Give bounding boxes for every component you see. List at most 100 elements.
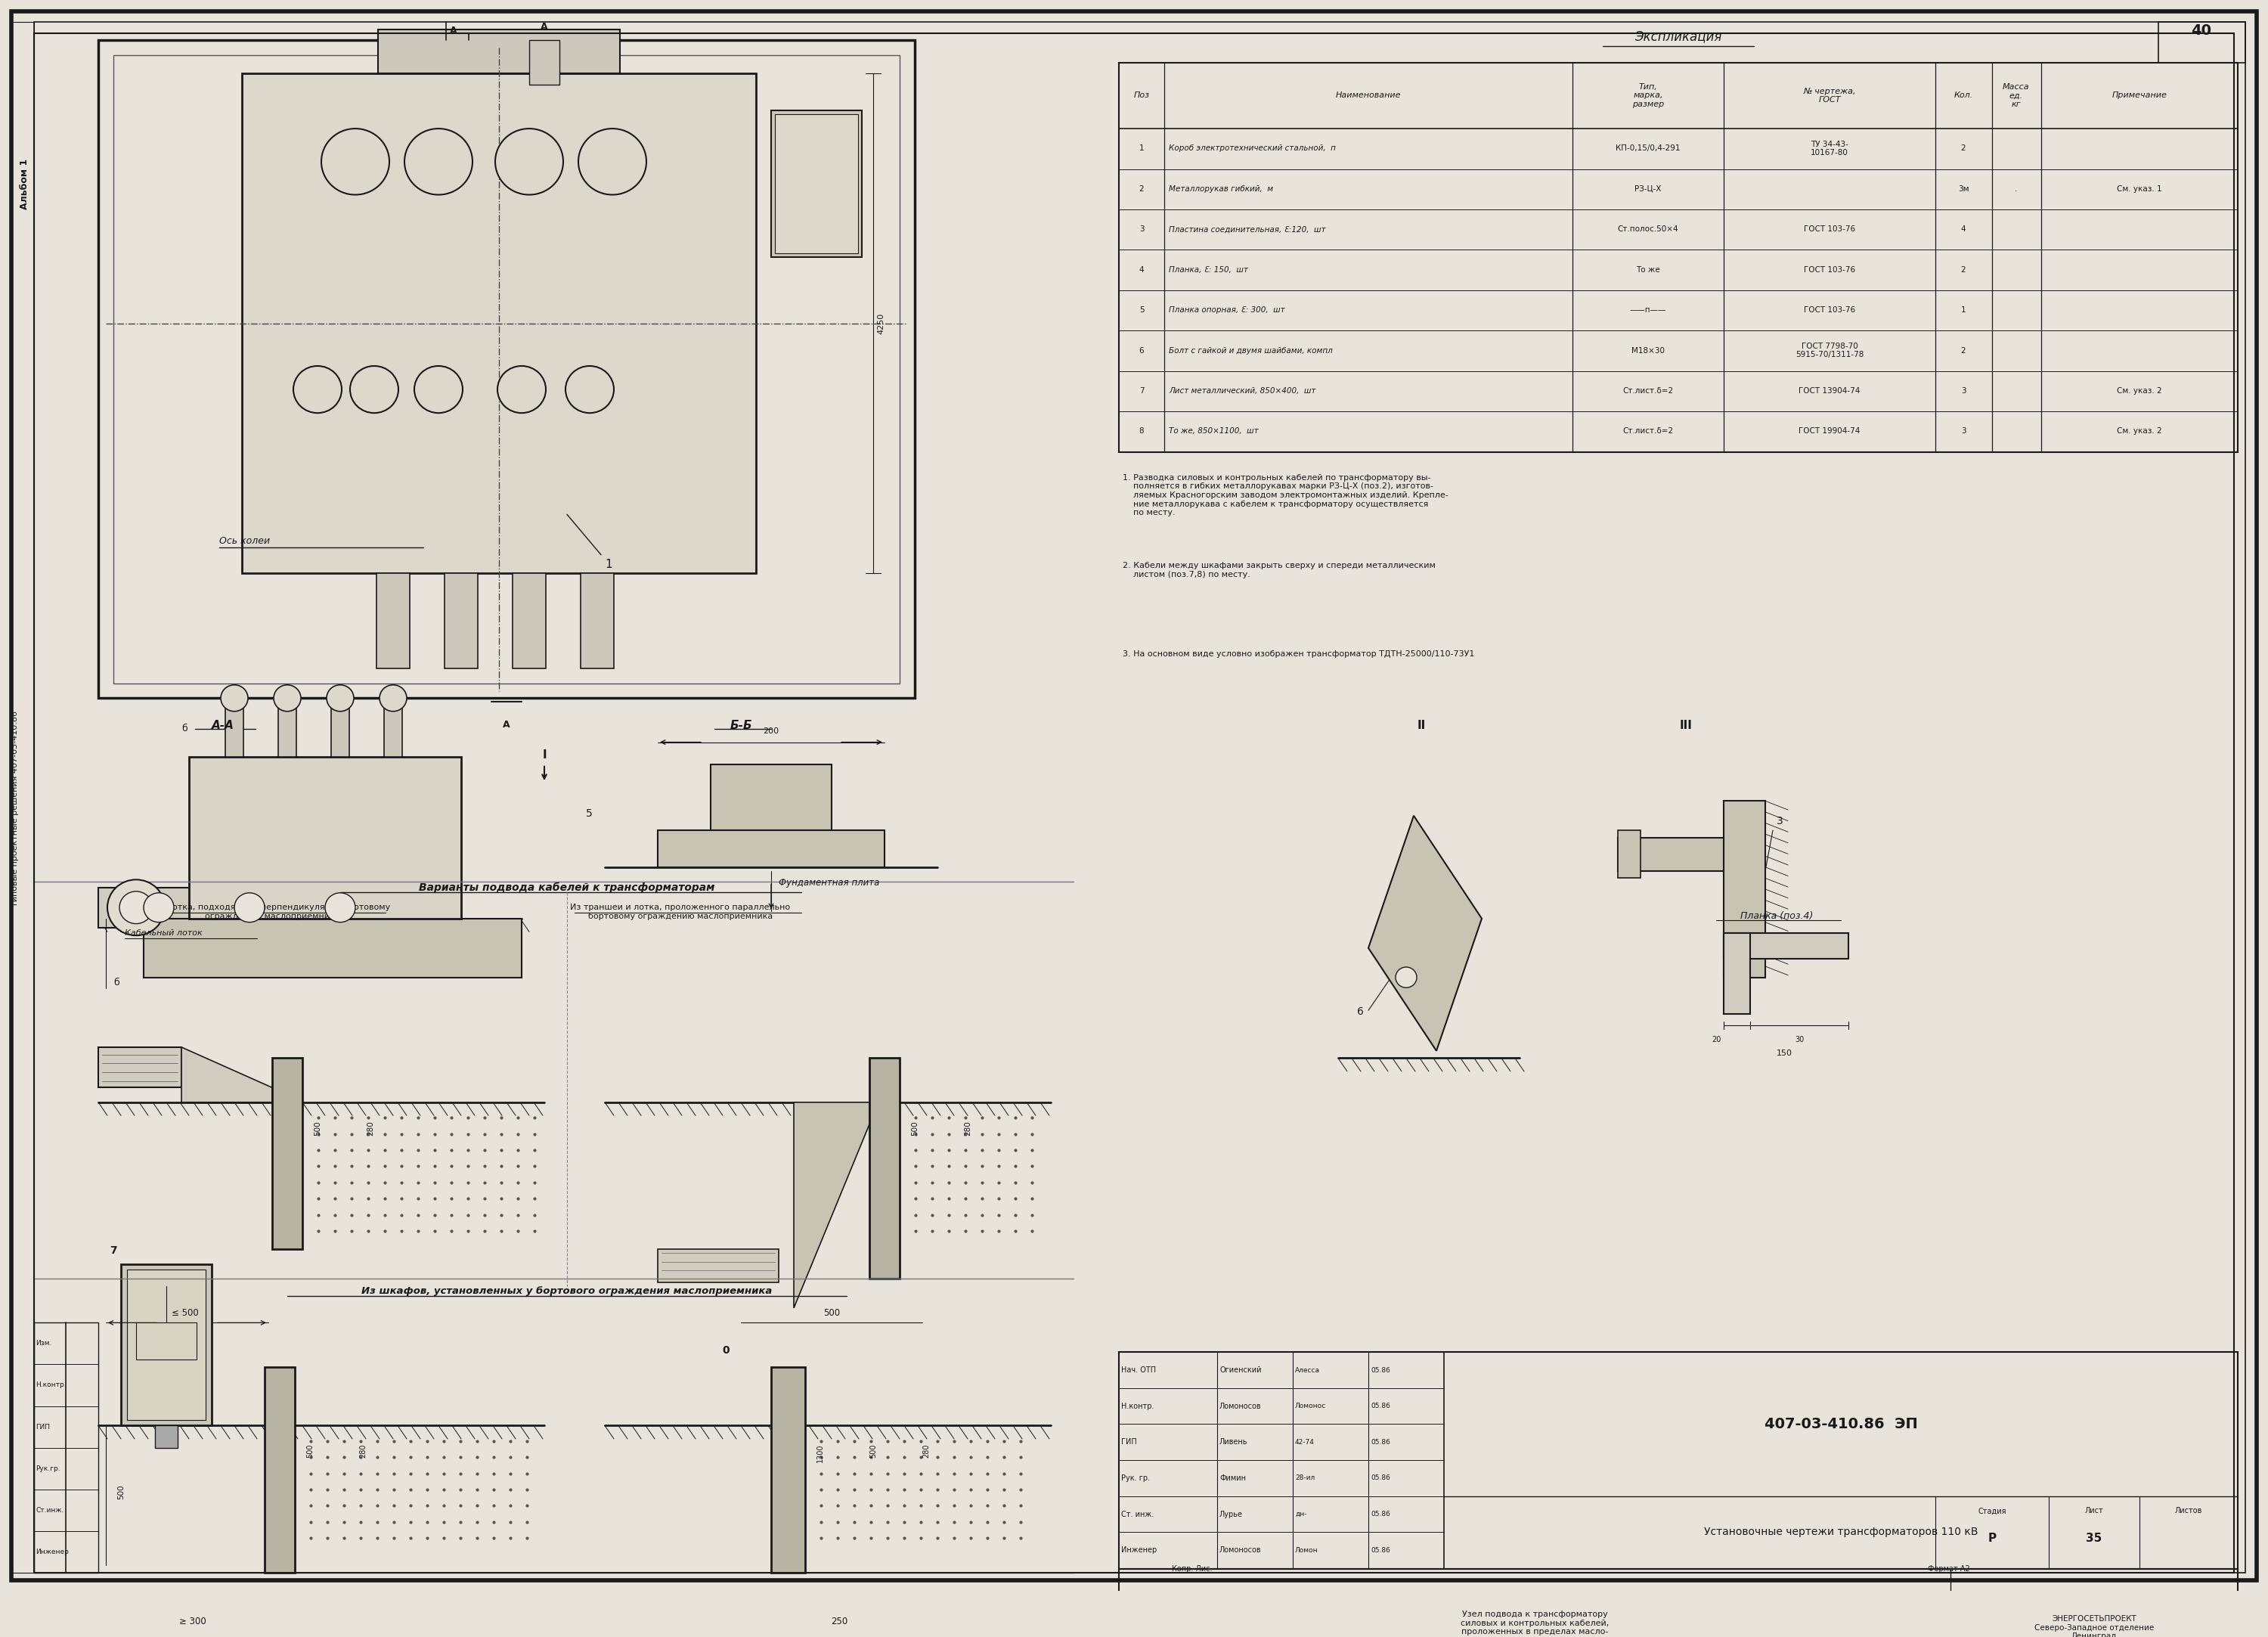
Circle shape [327,684,354,712]
Text: Альбом 1: Альбом 1 [18,159,29,210]
Text: Примечание: Примечание [2112,92,2166,100]
Circle shape [415,367,463,413]
Text: 1: 1 [606,558,612,570]
Circle shape [578,129,646,195]
Text: Листов: Листов [2175,1508,2202,1514]
Text: ——п——: ——п—— [1631,306,1667,314]
Circle shape [120,892,152,923]
Bar [295,1426,544,1565]
Text: 280: 280 [964,1121,971,1136]
Text: Ст. инж.: Ст. инж. [1120,1511,1154,1517]
Bar [658,830,885,868]
Circle shape [220,684,247,712]
Bar [98,887,197,928]
Bar [1724,933,1848,959]
Bar [900,1102,1050,1249]
Text: А: А [503,720,510,730]
Bar [1617,830,1640,877]
Text: ГОСТ 19904-74: ГОСТ 19904-74 [1799,427,1860,435]
Text: КП-0,15/0,4-291: КП-0,15/0,4-291 [1615,144,1681,152]
Text: Планка опорная, Ɛ: 300,  шт: Планка опорная, Ɛ: 300, шт [1168,306,1286,314]
Circle shape [322,129,390,195]
Text: Инженер: Инженер [1120,1547,1157,1554]
Text: Фундаментная плита: Фундаментная плита [778,877,880,887]
Text: 280: 280 [367,1121,374,1136]
Circle shape [494,129,562,195]
Text: То же: То же [1635,265,1660,273]
Bar [528,41,560,85]
Text: ≤ 500: ≤ 500 [172,1308,200,1318]
Text: Формат А2: Формат А2 [1928,1565,1971,1573]
Text: Ломонос: Ломонос [1295,1403,1327,1409]
Text: 500: 500 [118,1485,125,1499]
Circle shape [274,684,302,712]
Text: № чертежа,
ГОСТ: № чертежа, ГОСТ [1803,87,1855,103]
Text: 500: 500 [306,1444,313,1459]
Text: 150: 150 [1776,1049,1792,1058]
Text: ГИП: ГИП [36,1424,50,1431]
Text: 1300: 1300 [816,1444,823,1462]
Text: 3м: 3м [1957,185,1969,193]
Text: Из лотка, подходящего перпендикулярно бортовому
ограждению маслоприемника: Из лотка, подходящего перпендикулярно бо… [154,904,390,920]
Bar [243,74,755,573]
Text: 0: 0 [721,1344,730,1355]
Text: б: б [113,977,120,987]
Text: Алесса: Алесса [1295,1367,1320,1373]
Bar [11,21,34,1573]
Text: Фимин: Фимин [1220,1475,1245,1481]
Bar [445,573,479,668]
Text: 05.86: 05.86 [1370,1403,1390,1409]
Text: Р: Р [1987,1532,1996,1544]
Text: 3: 3 [1962,388,1966,395]
Text: Ломоносов: Ломоносов [1220,1403,1261,1409]
Polygon shape [794,1102,869,1308]
Bar [513,573,547,668]
Text: 500: 500 [823,1308,839,1318]
Text: 2: 2 [1962,144,1966,152]
Bar [1724,933,1751,1013]
Text: 3. На основном виде условно изображен трансформатор ТДТН-25000/110-73У1: 3. На основном виде условно изображен тр… [1123,650,1474,658]
Text: 280: 280 [358,1444,367,1459]
Text: Поз: Поз [1134,92,1150,100]
Text: 28-ил: 28-ил [1295,1475,1315,1481]
Circle shape [497,367,547,413]
Text: III: III [1681,720,1692,732]
Bar [225,697,243,756]
Bar [136,1323,197,1359]
Text: 05.86: 05.86 [1370,1547,1390,1554]
Bar [127,1270,206,1419]
Circle shape [293,367,342,413]
Text: 3: 3 [1776,815,1783,827]
Text: Установочные чертежи трансформаторов 110 кВ: Установочные чертежи трансформаторов 110… [1703,1527,1978,1537]
Text: ГОСТ 103-76: ГОСТ 103-76 [1803,306,1855,314]
Text: То же, 850×1100,  шт: То же, 850×1100, шт [1168,427,1259,435]
Circle shape [107,879,166,935]
Circle shape [234,892,265,922]
Text: Копр. Лис.: Копр. Лис. [1173,1565,1211,1573]
Text: б: б [181,724,188,733]
Text: Стадия: Стадия [1978,1508,2007,1514]
Text: 1: 1 [1139,144,1143,152]
Text: 6: 6 [1356,1007,1363,1017]
Text: Лурье: Лурье [1220,1511,1243,1517]
Text: 40: 40 [2191,23,2211,38]
Bar [120,1264,211,1426]
Text: ГОСТ 7798-70
5915-70/1311-78: ГОСТ 7798-70 5915-70/1311-78 [1796,342,1864,359]
Text: Болт с гайкой и двумя шайбами, компл: Болт с гайкой и двумя шайбами, компл [1168,347,1334,354]
Text: Варианты подвода кабелей к трансформаторам: Варианты подвода кабелей к трансформатор… [420,882,714,892]
Bar [379,29,619,74]
Bar [1617,838,1724,871]
Text: .: . [2014,185,2019,193]
Text: Нач. ОТП: Нач. ОТП [1120,1367,1157,1373]
Text: Наименование: Наименование [1336,92,1402,100]
Text: Узел подвода к трансформатору
силовых и контрольных кабелей,
проложенных в преде: Узел подвода к трансформатору силовых и … [1461,1611,1608,1637]
Text: Масса
ед.
кг: Масса ед. кг [2003,83,2030,108]
Text: 407-03-410.86  ЭП: 407-03-410.86 ЭП [1765,1418,1916,1431]
Text: 8: 8 [1139,427,1143,435]
Text: Из шкафов, установленных у бортового ограждения маслоприемника: Из шкафов, установленных у бортового огр… [361,1287,773,1297]
Text: II: II [1418,720,1427,732]
Text: А: А [540,21,549,31]
Text: Рук. гр.: Рук. гр. [1120,1475,1150,1481]
Text: 1. Разводка силовых и контрольных кабелей по трансформатору вы-
    полняется в : 1. Разводка силовых и контрольных кабеле… [1123,475,1449,517]
Text: 20: 20 [1712,1036,1721,1044]
